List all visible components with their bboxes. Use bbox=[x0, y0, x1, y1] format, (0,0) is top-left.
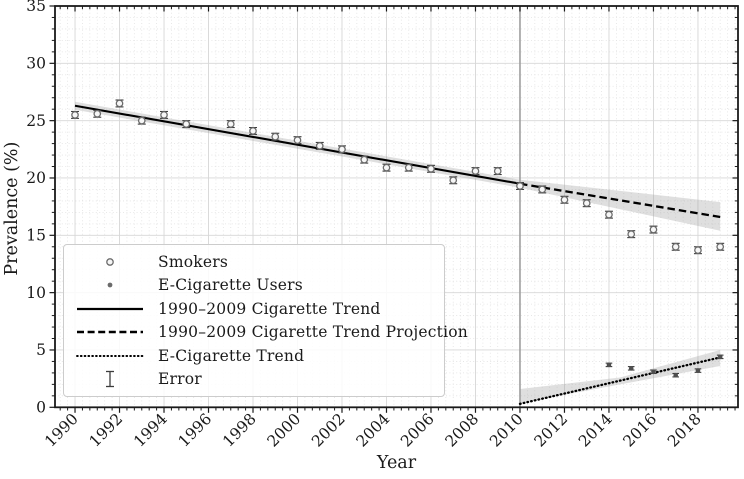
legend-label: E-Cigarette Trend bbox=[158, 346, 305, 365]
ecig-point bbox=[673, 372, 679, 378]
ecig-point bbox=[628, 366, 634, 371]
smokers-point bbox=[137, 116, 146, 125]
y-tick-label: 0 bbox=[36, 399, 46, 417]
smokers-point bbox=[671, 242, 680, 251]
y-tick-label: 5 bbox=[36, 341, 46, 359]
smokers-point bbox=[71, 111, 79, 119]
smokers-point bbox=[560, 195, 569, 204]
smokers-point bbox=[160, 111, 168, 119]
y-tick-label: 35 bbox=[26, 0, 46, 15]
y-tick-label: 25 bbox=[26, 112, 46, 130]
error-bar-icon bbox=[74, 369, 146, 389]
confidence-band bbox=[519, 349, 721, 404]
smokers-point bbox=[427, 164, 435, 173]
legend: Smokers E-Cigarette Users 1990–2009 Ciga… bbox=[63, 244, 468, 397]
smokers-point bbox=[360, 155, 369, 164]
y-tick-label: 20 bbox=[26, 169, 46, 187]
solid-trend-line bbox=[74, 104, 521, 185]
dashed-line-icon bbox=[74, 329, 146, 335]
smokers-point bbox=[404, 163, 413, 172]
y-tick-label: 15 bbox=[26, 227, 46, 245]
legend-item-error: Error bbox=[74, 368, 434, 391]
smokers-point bbox=[93, 109, 102, 118]
smokers-point bbox=[694, 246, 702, 255]
smokers-point bbox=[605, 210, 613, 219]
smokers-point bbox=[627, 230, 636, 239]
legend-label: Smokers bbox=[158, 252, 228, 271]
smokers-point bbox=[449, 176, 458, 185]
smokers-point bbox=[471, 167, 480, 175]
smokers-point bbox=[293, 136, 302, 144]
y-tick-label: 30 bbox=[26, 55, 46, 73]
dotted-trend-line bbox=[518, 356, 722, 406]
ecig-point bbox=[606, 362, 612, 368]
legend-label: 1990–2009 Cigarette Trend Projection bbox=[158, 323, 468, 342]
legend-item-ecig-users: E-Cigarette Users bbox=[74, 274, 434, 297]
legend-item-cig-trend-projection: 1990–2009 Cigarette Trend Projection bbox=[74, 321, 468, 344]
legend-item-smokers: Smokers bbox=[74, 250, 434, 273]
smokers-point bbox=[382, 163, 391, 172]
y-tick-label: 10 bbox=[26, 284, 46, 302]
filled-dot-marker-icon bbox=[74, 278, 146, 292]
smokers-point bbox=[649, 225, 658, 234]
open-circle-marker-icon bbox=[74, 255, 146, 269]
smokers-point bbox=[249, 127, 257, 135]
plot-border bbox=[54, 5, 739, 409]
dotted-line-icon bbox=[74, 353, 146, 359]
smokers-point bbox=[716, 242, 725, 251]
smokers-point bbox=[315, 142, 324, 150]
ecig-point bbox=[695, 368, 701, 373]
legend-label: E-Cigarette Users bbox=[158, 276, 303, 295]
smokers-point bbox=[582, 199, 591, 208]
smokers-point bbox=[115, 99, 124, 108]
smokers-point bbox=[271, 132, 280, 141]
ecig-point bbox=[717, 354, 723, 360]
smokers-point bbox=[338, 145, 346, 154]
legend-label: 1990–2009 Cigarette Trend bbox=[158, 299, 381, 318]
smokers-point bbox=[538, 185, 547, 194]
x-axis-label: Year bbox=[376, 453, 417, 473]
legend-item-ecig-trend: E-Cigarette Trend bbox=[74, 344, 434, 367]
solid-line-icon bbox=[74, 306, 146, 312]
smokers-point bbox=[516, 182, 524, 190]
ecig-point bbox=[651, 369, 656, 375]
legend-label: Error bbox=[158, 370, 202, 389]
legend-item-cig-trend: 1990–2009 Cigarette Trend bbox=[74, 297, 434, 320]
smokers-point bbox=[226, 120, 235, 128]
smokers-point bbox=[182, 120, 191, 128]
y-axis-label: Prevalence (%) bbox=[2, 142, 22, 276]
smokers-point bbox=[493, 167, 502, 175]
